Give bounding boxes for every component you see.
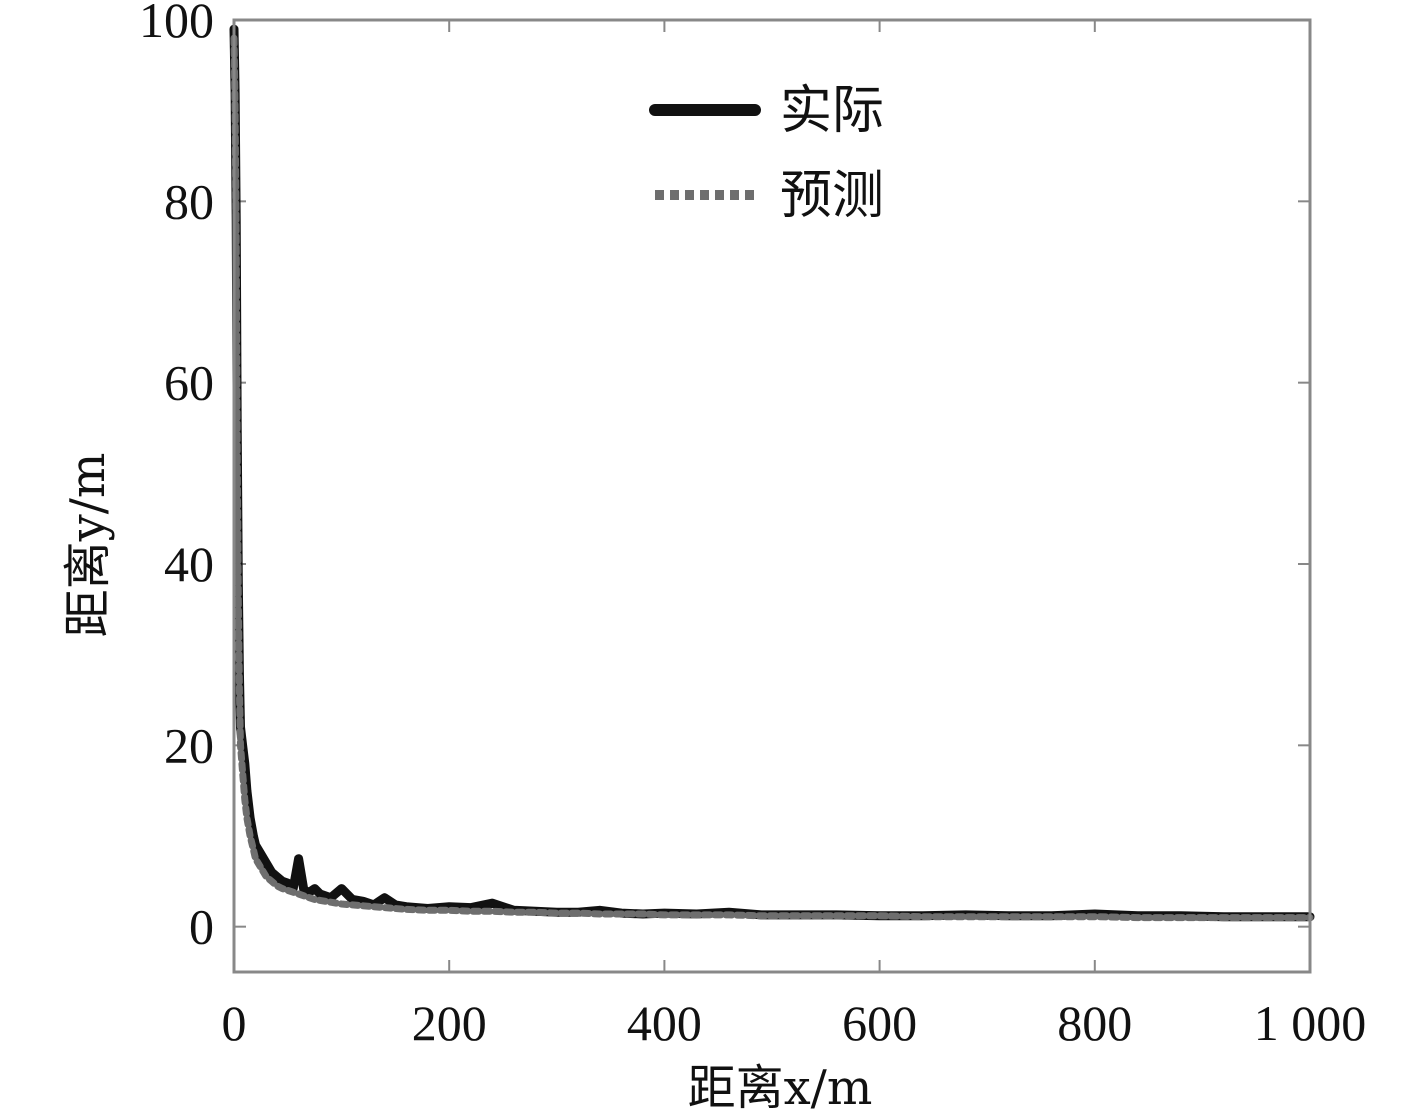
plot-frame bbox=[232, 18, 1312, 974]
y-tick-label: 100 bbox=[139, 0, 214, 48]
x-tick-label: 200 bbox=[412, 995, 487, 1051]
y-tick-label: 0 bbox=[189, 899, 214, 955]
x-tick-label: 400 bbox=[627, 995, 702, 1051]
y-tick-label: 40 bbox=[164, 536, 214, 592]
series-predicted-line bbox=[230, 34, 1314, 922]
x-tick-label: 600 bbox=[842, 995, 917, 1051]
y-axis-title: 距离y/m bbox=[60, 453, 116, 638]
x-tick-label: 0 bbox=[222, 995, 247, 1051]
y-tick-label: 60 bbox=[164, 355, 214, 411]
series-layer bbox=[229, 24, 1315, 922]
legend-label-predicted: 预测 bbox=[780, 166, 884, 226]
y-tick-labels: 0 20 40 60 80 100 bbox=[139, 0, 214, 955]
legend-label-actual: 实际 bbox=[780, 81, 884, 141]
x-axis-title: 距离x/m bbox=[688, 1060, 873, 1116]
x-tick-label: 800 bbox=[1057, 995, 1132, 1051]
x-tick-labels: 0 200 400 600 800 1 000 bbox=[222, 995, 1367, 1051]
y-tick-label: 80 bbox=[164, 173, 214, 229]
plot-background bbox=[234, 20, 1310, 972]
y-tick-label: 20 bbox=[164, 717, 214, 773]
x-tick-label: 1 000 bbox=[1254, 995, 1367, 1051]
